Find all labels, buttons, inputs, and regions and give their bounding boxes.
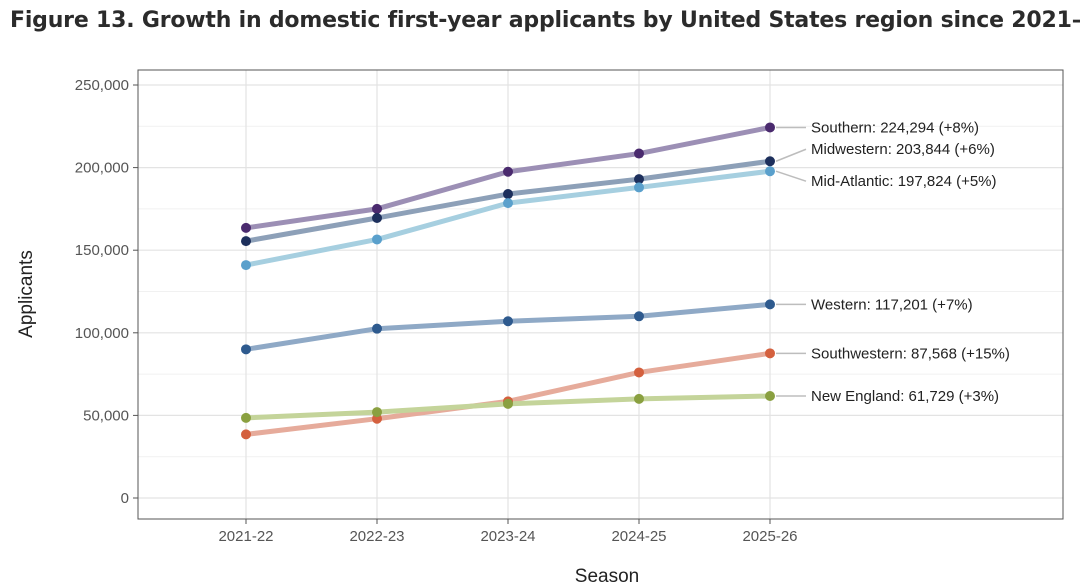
x-tick-label: 2025-26: [742, 528, 797, 545]
data-point-midwestern: [765, 156, 775, 167]
y-axis-ticks: 0 50,000 100,000 150,000 200,000 250,000: [75, 77, 138, 507]
data-point-midwestern: [241, 236, 251, 247]
series-label-southern: Southern: 224,294 (+8%): [811, 119, 979, 136]
series-label-western: Western: 117,201 (+7%): [811, 296, 973, 313]
y-tick-label: 0: [121, 490, 129, 507]
data-point-southern: [241, 222, 251, 233]
x-axis-title: Season: [575, 566, 639, 587]
data-point-western: [503, 316, 513, 327]
data-point-southern: [503, 166, 513, 177]
data-point-mid-atlantic: [372, 234, 382, 245]
plot-panel-border: [137, 69, 1064, 520]
label-leader-mid-atlantic: [775, 170, 807, 182]
series-label-midwestern: Midwestern: 203,844 (+6%): [811, 141, 995, 158]
y-tick-label: 150,000: [75, 242, 129, 259]
data-point-mid-atlantic: [241, 260, 251, 271]
y-axis-title: Applicants: [16, 250, 37, 338]
data-point-western: [241, 344, 251, 355]
grid-layer: [138, 70, 1063, 519]
label-leader-midwestern: [775, 148, 807, 162]
y-tick-label: 250,000: [75, 77, 129, 94]
chart-title: Figure 13. Growth in domestic first-year…: [10, 8, 1080, 33]
data-point-southern: [372, 203, 382, 214]
series-label-southwestern: Southwestern: 87,568 (+15%): [811, 345, 1010, 362]
data-point-new-england: [372, 407, 382, 418]
series-label-new-england: New England: 61,729 (+3%): [811, 388, 999, 405]
data-point-southern: [765, 122, 775, 133]
data-point-midwestern: [372, 212, 382, 223]
data-point-midwestern: [503, 189, 513, 200]
x-tick-label: 2023-24: [480, 528, 535, 545]
x-tick-label: 2024-25: [611, 528, 666, 545]
data-point-new-england: [634, 393, 644, 404]
y-tick-label: 50,000: [83, 407, 129, 424]
series-layer: [241, 122, 775, 440]
data-point-southwestern: [241, 429, 251, 440]
data-point-southwestern: [634, 367, 644, 378]
data-point-western: [765, 299, 775, 310]
data-point-new-england: [765, 391, 775, 402]
series-label-mid-atlantic: Mid-Atlantic: 197,824 (+5%): [811, 173, 997, 190]
y-tick-label: 200,000: [75, 160, 129, 177]
data-point-new-england: [503, 398, 513, 409]
data-point-western: [634, 311, 644, 322]
data-point-midwestern: [634, 174, 644, 185]
y-tick-label: 100,000: [75, 325, 129, 342]
data-point-mid-atlantic: [634, 182, 644, 193]
data-point-mid-atlantic: [765, 166, 775, 177]
data-point-western: [372, 323, 382, 334]
data-point-southern: [634, 148, 644, 159]
series-labels: Southern: 224,294 (+8%) Midwestern: 203,8…: [775, 119, 1010, 405]
x-tick-label: 2021-22: [218, 528, 273, 545]
data-point-southwestern: [765, 348, 775, 359]
data-point-new-england: [241, 412, 251, 423]
x-tick-label: 2022-23: [349, 528, 404, 545]
data-point-mid-atlantic: [503, 198, 513, 209]
x-axis-ticks: 2021-22 2022-23 2023-24 2024-25 2025-26: [218, 519, 798, 545]
